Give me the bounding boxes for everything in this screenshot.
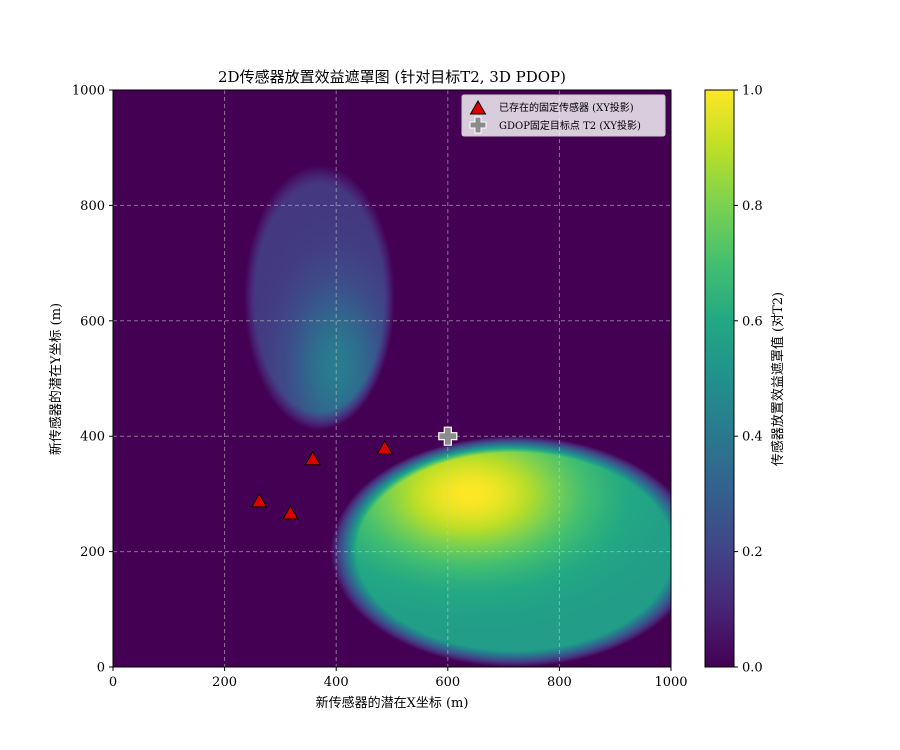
y-tick-label: 600 [80,314,105,329]
x-tick-label: 800 [547,675,572,690]
colorbar-tick-label: 0.6 [742,314,763,329]
chart-title: 2D传感器放置效益遮罩图 (针对目标T2, 3D PDOP) [218,68,566,86]
target-plus-marker [438,426,458,446]
x-tick-label: 1000 [654,675,687,690]
sensor-triangle-marker [376,439,394,455]
y-tick-label: 400 [80,430,105,445]
legend-entry-sensors: 已存在的固定传感器 (XY投影) [499,101,634,114]
colorbar-tick-label: 0.4 [742,430,763,445]
colorbar-tick-label: 0.0 [742,661,763,676]
plot-area [112,89,672,668]
grid-lines [113,90,671,667]
colorbar-label: 传感器放置效益遮罩值 (对T2) [770,292,786,466]
sensor-triangle-marker [304,450,322,466]
sensor-triangle-marker [282,504,299,520]
x-axis-label: 新传感器的潜在X坐标 (m) [316,695,469,711]
y-tick-label: 0 [97,661,105,676]
x-axis-ticks: 0 200 400 600 800 1000 [109,667,688,690]
legend: 已存在的固定传感器 (XY投影) GDOP固定目标点 T2 (XY投影) [461,94,666,137]
colorbar-tick-label: 0.8 [742,199,763,214]
colorbar-bar [704,89,735,668]
x-tick-label: 600 [435,675,460,690]
x-tick-label: 400 [324,675,349,690]
x-tick-label: 200 [212,675,237,690]
legend-plus-icon [469,116,487,134]
colorbar-ticks: 0.0 0.2 0.4 0.6 0.8 1.0 [734,84,763,676]
markers [250,426,458,520]
legend-box [461,94,666,137]
colorbar-tick-label: 0.2 [742,545,763,560]
legend-triangle-icon [469,99,487,115]
x-tick-label: 0 [109,675,117,690]
y-axis-label: 新传感器的潜在Y坐标 (m) [48,303,64,455]
legend-entry-target: GDOP固定目标点 T2 (XY投影) [499,119,641,132]
y-tick-label: 1000 [72,84,105,99]
sensor-triangle-marker [250,492,268,508]
colorbar-tick-label: 1.0 [742,84,763,99]
colorbar: 0.0 0.2 0.4 0.6 0.8 1.0 传感器放置效益遮罩值 (对T2) [704,84,786,676]
plot-frame [112,89,672,668]
heatmap-container [113,90,671,667]
y-axis-ticks: 0 200 400 600 800 1000 [72,84,113,676]
heatmap-image [113,90,671,667]
y-tick-label: 200 [80,545,105,560]
y-tick-label: 800 [80,199,105,214]
